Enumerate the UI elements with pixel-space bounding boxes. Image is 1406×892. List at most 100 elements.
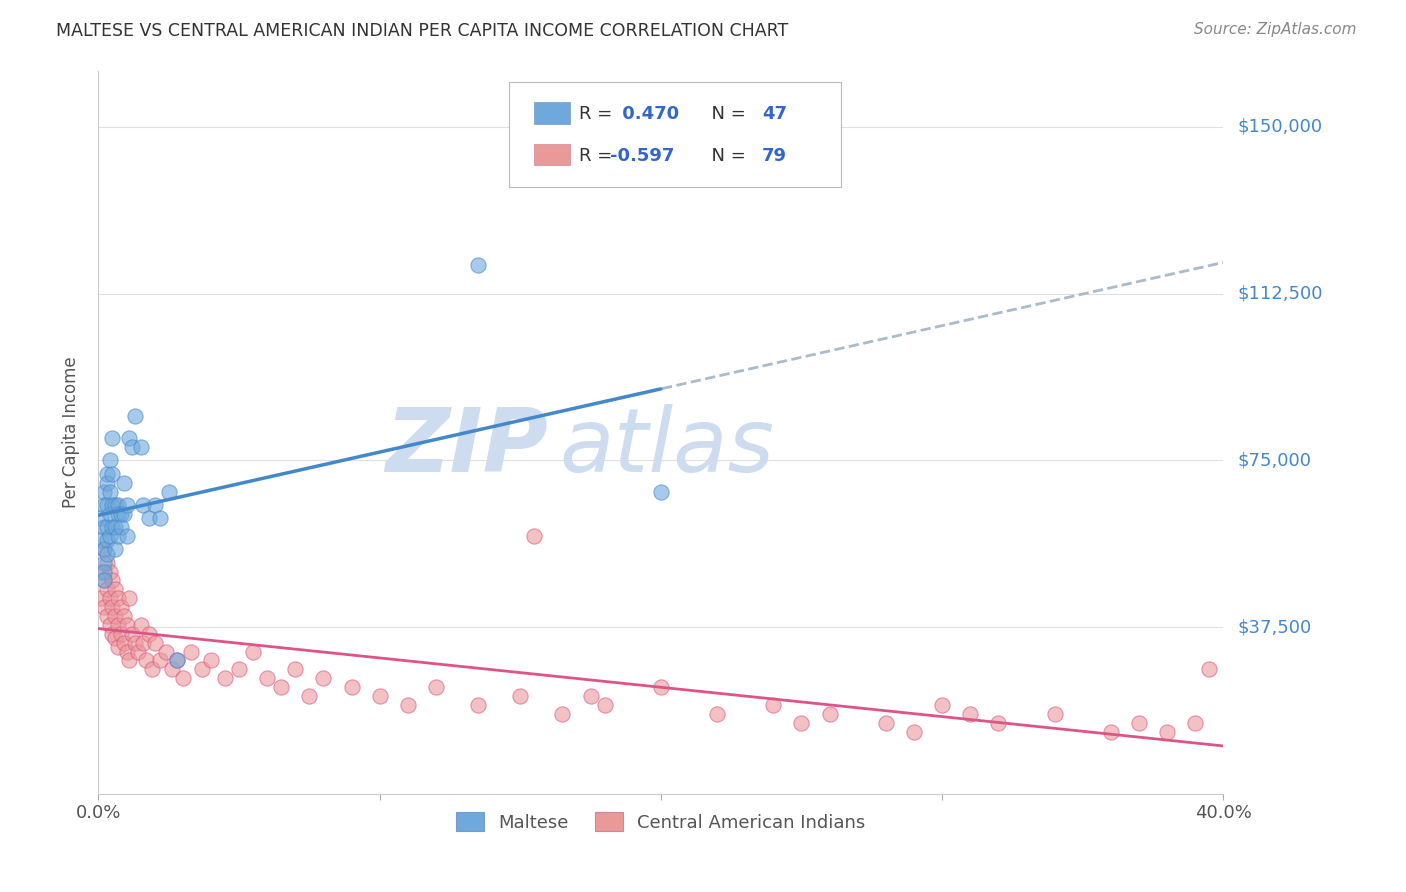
Text: atlas: atlas — [560, 404, 775, 490]
Point — [160, 662, 183, 676]
Point — [396, 698, 419, 712]
Point — [96, 467, 118, 481]
Point — [115, 529, 138, 543]
Point — [284, 662, 307, 676]
Point — [104, 520, 127, 534]
Point — [200, 653, 222, 667]
Point — [98, 507, 121, 521]
Point — [191, 662, 214, 676]
Point — [101, 498, 124, 512]
Point — [93, 574, 115, 588]
FancyBboxPatch shape — [509, 82, 841, 187]
Point — [593, 698, 616, 712]
Point — [118, 591, 141, 606]
Point — [124, 409, 146, 423]
Point — [228, 662, 250, 676]
Point — [166, 653, 188, 667]
Point — [1043, 706, 1066, 721]
Point — [93, 542, 115, 557]
Point — [143, 636, 166, 650]
Text: MALTESE VS CENTRAL AMERICAN INDIAN PER CAPITA INCOME CORRELATION CHART: MALTESE VS CENTRAL AMERICAN INDIAN PER C… — [56, 22, 789, 40]
Point — [96, 498, 118, 512]
Point — [101, 627, 124, 641]
Point — [298, 689, 321, 703]
Point — [166, 653, 188, 667]
Point — [98, 484, 121, 499]
Point — [579, 689, 602, 703]
Point — [112, 475, 135, 490]
Point — [104, 632, 127, 646]
Point — [93, 520, 115, 534]
Point — [98, 565, 121, 579]
Point — [96, 533, 118, 548]
Text: $150,000: $150,000 — [1237, 118, 1322, 136]
Point — [127, 644, 149, 658]
Point — [141, 662, 163, 676]
Point — [107, 640, 129, 655]
Text: ZIP: ZIP — [385, 403, 548, 491]
Point — [115, 644, 138, 658]
Point — [93, 484, 115, 499]
Point — [118, 431, 141, 445]
Point — [270, 680, 292, 694]
Point — [110, 600, 132, 615]
Point — [157, 484, 180, 499]
Bar — [534, 144, 569, 165]
Point — [132, 636, 155, 650]
Point — [467, 698, 489, 712]
Point — [93, 498, 115, 512]
Point — [101, 520, 124, 534]
Point — [987, 715, 1010, 730]
Point — [112, 609, 135, 624]
Point — [104, 542, 127, 557]
Point — [98, 618, 121, 632]
Text: -0.597: -0.597 — [610, 146, 675, 164]
Text: $75,000: $75,000 — [1237, 451, 1312, 469]
Point — [112, 507, 135, 521]
Point — [467, 258, 489, 272]
Point — [1156, 724, 1178, 739]
Point — [110, 507, 132, 521]
Point — [875, 715, 897, 730]
Point — [931, 698, 953, 712]
Point — [107, 591, 129, 606]
Point — [90, 511, 112, 525]
Point — [172, 671, 194, 685]
Point — [706, 706, 728, 721]
Point — [96, 582, 118, 597]
Point — [90, 565, 112, 579]
Text: $112,500: $112,500 — [1237, 285, 1323, 302]
Text: $37,500: $37,500 — [1237, 618, 1312, 636]
Point — [104, 498, 127, 512]
Legend: Maltese, Central American Indians: Maltese, Central American Indians — [449, 805, 873, 839]
Point — [96, 556, 118, 570]
Point — [121, 440, 143, 454]
Point — [104, 582, 127, 597]
Point — [523, 529, 546, 543]
Point — [107, 529, 129, 543]
Text: 47: 47 — [762, 105, 787, 123]
Point — [818, 706, 841, 721]
Point — [115, 618, 138, 632]
Point — [118, 653, 141, 667]
Point — [340, 680, 363, 694]
Point — [90, 591, 112, 606]
Point — [93, 565, 115, 579]
Point — [96, 609, 118, 624]
Point — [242, 644, 264, 658]
Text: N =: N = — [700, 105, 752, 123]
Point — [180, 644, 202, 658]
Point — [132, 498, 155, 512]
Point — [256, 671, 278, 685]
Point — [149, 653, 172, 667]
Point — [124, 636, 146, 650]
Point — [121, 627, 143, 641]
Text: 0.470: 0.470 — [616, 105, 679, 123]
Point — [762, 698, 785, 712]
Point — [93, 542, 115, 557]
Point — [312, 671, 335, 685]
Point — [650, 680, 672, 694]
Text: 79: 79 — [762, 146, 787, 164]
Point — [93, 574, 115, 588]
Point — [149, 511, 172, 525]
